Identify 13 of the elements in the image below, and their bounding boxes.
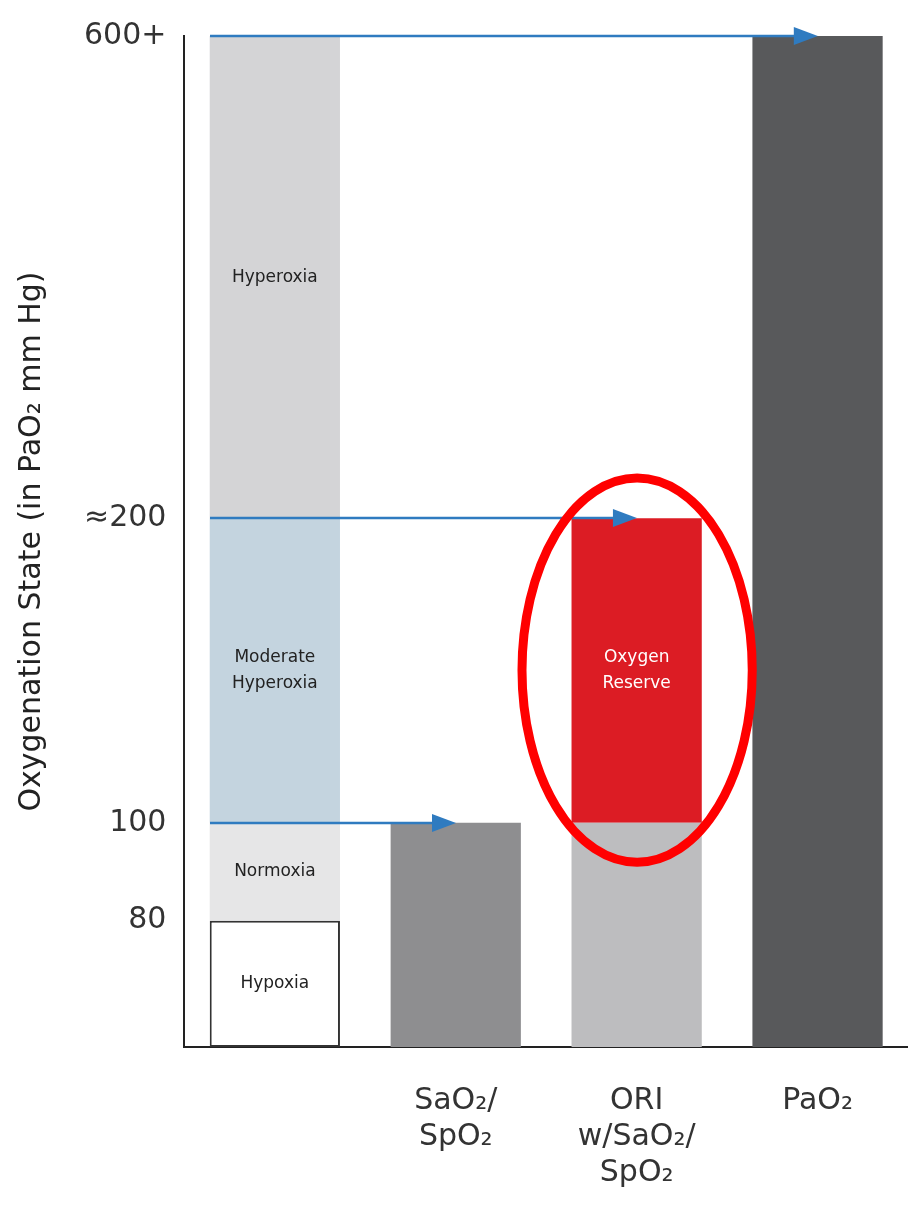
y-tick-label: 80: [128, 900, 167, 936]
y-tick-label: 100: [109, 802, 167, 838]
y-axis-title: Oxygenation State (in PaO₂ mm Hg): [11, 271, 47, 812]
series-label: Oxygen Reserve: [602, 645, 671, 692]
x-tick-label: PaO₂: [782, 1080, 853, 1116]
y-tick-label: ≈200: [83, 498, 167, 534]
series-label: Moderate Hyperoxia: [231, 645, 318, 692]
series-label: Normoxia: [234, 860, 316, 881]
y-tick-label: 600+: [83, 15, 167, 51]
x-tick-label: SaO₂/SpO₂: [414, 1080, 499, 1152]
series-label: Hyperoxia: [231, 265, 318, 286]
series-label: Hypoxia: [240, 972, 310, 993]
x-tick-label: ORI w/SaO₂/SpO₂: [577, 1080, 697, 1188]
